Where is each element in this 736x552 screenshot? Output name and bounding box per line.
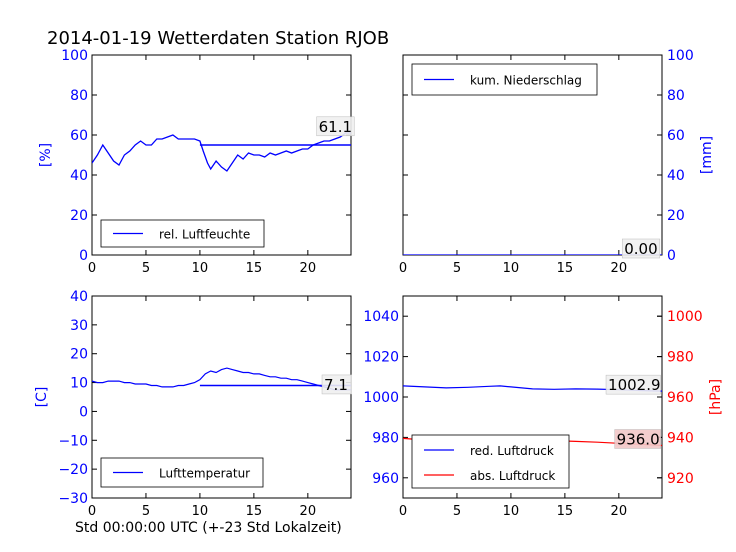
- y-tick-label: −10: [58, 433, 88, 449]
- x-tick-label: 5: [453, 504, 461, 519]
- x-tick-label: 20: [300, 261, 317, 276]
- y-tick-label: 980: [372, 430, 399, 446]
- x-tick-label: 0: [399, 261, 407, 276]
- x-tick-label: 15: [557, 504, 574, 519]
- precipitation-panel: 0 5 10 15 20 0 20 40 60 80 100 [mm] 0.00 kum. Nieders…: [399, 48, 715, 276]
- y-tick-label: 960: [372, 471, 399, 487]
- y-tick-label: 100: [61, 48, 88, 64]
- x-tick-label: 5: [453, 261, 461, 276]
- legend: red. Luftdruck abs. Luftdruck: [411, 434, 570, 489]
- y-tick-label: −20: [58, 462, 88, 478]
- figure-title: 2014-01-19 Wetterdaten Station RJOB: [47, 28, 389, 49]
- legend-label: Lufttemperatur: [159, 467, 250, 481]
- x-tick-label: 10: [192, 261, 209, 276]
- legend-label: kum. Niederschlag: [470, 74, 582, 88]
- y-right-tick-label: 920: [667, 471, 694, 487]
- y-tick-label: 0: [667, 248, 676, 264]
- annotation-label: 7.1: [324, 376, 348, 394]
- annotation-box: [316, 116, 355, 137]
- y-tick-label: 40: [667, 168, 685, 184]
- x-tick-label: 10: [503, 504, 520, 519]
- legend-box: [411, 434, 570, 489]
- x-tick-label: 20: [611, 504, 628, 519]
- annotation-box: [321, 374, 352, 395]
- legend: Lufttemperatur: [100, 457, 264, 488]
- y-right-tick-label: 1000: [667, 309, 703, 325]
- x-tick-label: 15: [246, 261, 263, 276]
- y-tick-label: 10: [70, 376, 88, 392]
- y-axis-label: [C]: [34, 387, 50, 408]
- x-axis-label: Std 00:00:00 UTC (+-23 Std Lokalzeit): [75, 520, 342, 536]
- x-tick-label: 15: [246, 504, 263, 519]
- legend: kum. Niederschlag: [411, 63, 598, 96]
- x-tick-label: 0: [399, 504, 407, 519]
- data-layer: [92, 132, 351, 172]
- series-line: [92, 132, 351, 172]
- y-axis-label: [%]: [38, 143, 54, 167]
- y-tick-label: 0: [79, 248, 88, 264]
- y-tick-label: 40: [70, 289, 88, 305]
- pressure-panel: 0 5 10 15 20 960 980 1000 1020 1040 920 940 960 980 10…: [363, 295, 724, 519]
- y-tick-label: 20: [70, 347, 88, 363]
- plot-frame: [91, 54, 352, 256]
- y-axis-label: [mm]: [699, 136, 715, 174]
- x-tick-label: 20: [300, 504, 317, 519]
- y-tick-label: 1000: [363, 390, 399, 406]
- annotation-box: [614, 429, 661, 449]
- y-tick-label: 40: [70, 168, 88, 184]
- data-layer: [92, 367, 351, 391]
- annotation-label: 1002.9: [608, 376, 661, 394]
- annotation-label: 936.0: [617, 430, 660, 448]
- y-right-tick-label: 960: [667, 390, 694, 406]
- x-tick-label: 0: [88, 504, 96, 519]
- y-right-tick-label: 980: [667, 350, 694, 366]
- y-tick-label: 1020: [363, 350, 399, 366]
- x-tick-label: 0: [88, 261, 96, 276]
- humidity-panel: 0 5 10 15 20 0 20 40 60 80 100 [%] 61.1 rel. Luftfeuc…: [38, 48, 355, 276]
- series-line: [92, 367, 351, 391]
- y-tick-label: 20: [70, 208, 88, 224]
- x-tick-label: 5: [142, 261, 150, 276]
- temperature-panel: 0 5 10 15 20 −30 −20 −10 0 10 20 30 40 [C] 7.1 Lufttemp…: [34, 289, 352, 519]
- y-tick-label: 100: [667, 48, 694, 64]
- y-tick-label: 20: [667, 208, 685, 224]
- y-tick-label: 80: [667, 88, 685, 104]
- y-axis-label: [hPa]: [708, 379, 724, 415]
- legend-box: [100, 219, 265, 248]
- legend-label: rel. Luftfeuchte: [159, 228, 250, 242]
- y-tick-label: 60: [667, 128, 685, 144]
- y-tick-label: −30: [58, 491, 88, 507]
- y-right-tick-label: 940: [667, 430, 694, 446]
- annotation-label: 0.00: [624, 240, 657, 258]
- y-tick-label: 1040: [363, 309, 399, 325]
- y-tick-label: 80: [70, 88, 88, 104]
- x-tick-label: 10: [192, 504, 209, 519]
- x-tick-label: 15: [557, 261, 574, 276]
- plot-frame: [91, 295, 352, 499]
- legend: rel. Luftfeuchte: [100, 219, 265, 248]
- y-tick-label: 0: [79, 404, 88, 420]
- annotation-box: [605, 374, 661, 395]
- y-tick-label: 60: [70, 128, 88, 144]
- legend-label: red. Luftdruck: [470, 444, 554, 458]
- annotation-label: 61.1: [319, 118, 352, 136]
- x-tick-label: 5: [142, 504, 150, 519]
- x-tick-label: 20: [611, 261, 628, 276]
- annotation-box: [621, 238, 661, 259]
- legend-label: abs. Luftdruck: [470, 469, 555, 483]
- x-tick-label: 10: [503, 261, 520, 276]
- y-tick-label: 30: [70, 318, 88, 334]
